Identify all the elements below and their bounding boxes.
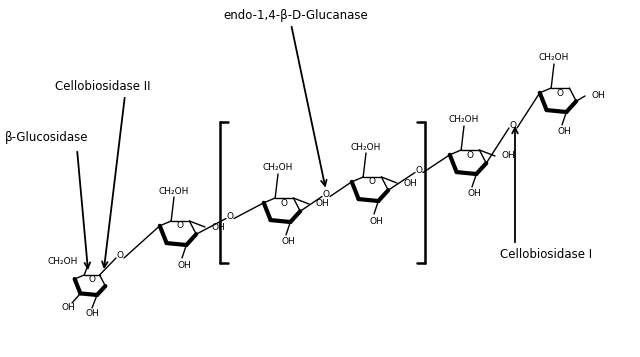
Text: OH: OH bbox=[502, 151, 516, 161]
Text: OH: OH bbox=[316, 200, 330, 208]
Text: OH: OH bbox=[592, 91, 605, 101]
Text: O: O bbox=[467, 151, 474, 160]
Text: Cellobiosidase II: Cellobiosidase II bbox=[55, 80, 150, 94]
Text: O: O bbox=[177, 221, 184, 231]
Text: OH: OH bbox=[85, 310, 99, 318]
Text: O: O bbox=[415, 166, 422, 175]
Text: OH: OH bbox=[61, 302, 75, 312]
Text: O: O bbox=[281, 198, 288, 207]
Text: endo-1,4-β-D-Glucanase: endo-1,4-β-D-Glucanase bbox=[223, 10, 369, 22]
Text: OH: OH bbox=[467, 190, 481, 198]
Text: O: O bbox=[509, 121, 516, 131]
Text: β-Glucosidase: β-Glucosidase bbox=[5, 131, 88, 144]
Text: O: O bbox=[557, 89, 564, 97]
Text: OH: OH bbox=[404, 178, 418, 187]
Text: OH: OH bbox=[281, 237, 295, 246]
Text: CH₂OH: CH₂OH bbox=[159, 186, 189, 196]
Text: OH: OH bbox=[369, 216, 383, 226]
Text: O: O bbox=[88, 276, 95, 285]
Text: CH₂OH: CH₂OH bbox=[351, 142, 381, 151]
Text: O: O bbox=[369, 177, 376, 186]
Text: OH: OH bbox=[177, 261, 191, 270]
Text: Cellobiosidase I: Cellobiosidase I bbox=[500, 248, 592, 261]
Text: O: O bbox=[116, 251, 124, 260]
Text: CH₂OH: CH₂OH bbox=[539, 54, 569, 62]
Text: OH: OH bbox=[212, 222, 226, 231]
Text: CH₂OH: CH₂OH bbox=[449, 116, 479, 125]
Text: CH₂OH: CH₂OH bbox=[263, 164, 293, 172]
Text: O: O bbox=[227, 212, 234, 221]
Text: OH: OH bbox=[557, 127, 571, 136]
Text: O: O bbox=[323, 190, 330, 199]
Text: CH₂OH: CH₂OH bbox=[47, 256, 78, 266]
